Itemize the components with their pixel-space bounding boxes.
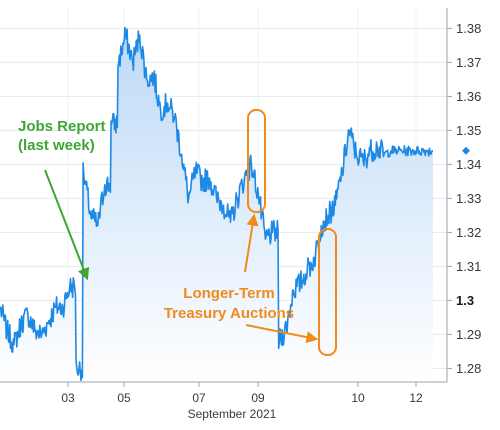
y-tick-labels: 1.28 1.29 1.3 1.31 1.32 1.33 1.34 1.35 1.36 1.37 1… bbox=[447, 21, 481, 376]
x-tick-labels: 03 05 07 09 10 12 bbox=[61, 382, 423, 405]
y-tick-label: 1.3 bbox=[456, 293, 474, 308]
jobs-report-arrow bbox=[44, 169, 90, 281]
x-tick-label: 03 bbox=[61, 391, 75, 405]
auctions-arrow-right bbox=[245, 324, 319, 344]
y-tick-label: 1.34 bbox=[456, 157, 481, 172]
jobs-report-annotation: Jobs Report (last week) bbox=[18, 118, 106, 281]
area-fill bbox=[0, 27, 433, 382]
x-tick-label: 12 bbox=[409, 391, 423, 405]
auction-highlight-1 bbox=[247, 109, 266, 213]
auctions-text-line-2: Treasury Auctions bbox=[164, 305, 294, 322]
last-value-marker bbox=[462, 146, 470, 155]
x-axis-label: September 2021 bbox=[188, 407, 277, 421]
y-tick-label: 1.38 bbox=[456, 21, 481, 36]
y-tick-label: 1.33 bbox=[456, 191, 481, 206]
y-tick-label: 1.28 bbox=[456, 361, 481, 376]
y-tick-label: 1.31 bbox=[456, 259, 481, 274]
y-tick-label: 1.29 bbox=[456, 327, 481, 342]
y-tick-label: 1.36 bbox=[456, 89, 481, 104]
jobs-report-text-line-1: Jobs Report bbox=[18, 118, 106, 135]
treasury-auctions-annotation: Longer-Term Treasury Auctions bbox=[164, 109, 337, 356]
y-tick-label: 1.37 bbox=[456, 55, 481, 70]
auctions-text-line-1: Longer-Term bbox=[183, 285, 274, 302]
x-tick-label: 07 bbox=[192, 391, 206, 405]
auctions-arrow-up bbox=[244, 213, 259, 273]
x-tick-label: 10 bbox=[351, 391, 365, 405]
series-line bbox=[0, 26, 434, 382]
auction-highlight-2 bbox=[318, 228, 337, 356]
x-tick-label: 05 bbox=[117, 391, 131, 405]
y-tick-label: 1.35 bbox=[456, 123, 481, 138]
y-tick-label: 1.32 bbox=[456, 225, 481, 240]
x-tick-label: 09 bbox=[251, 391, 265, 405]
jobs-report-text-line-2: (last week) bbox=[18, 137, 95, 154]
